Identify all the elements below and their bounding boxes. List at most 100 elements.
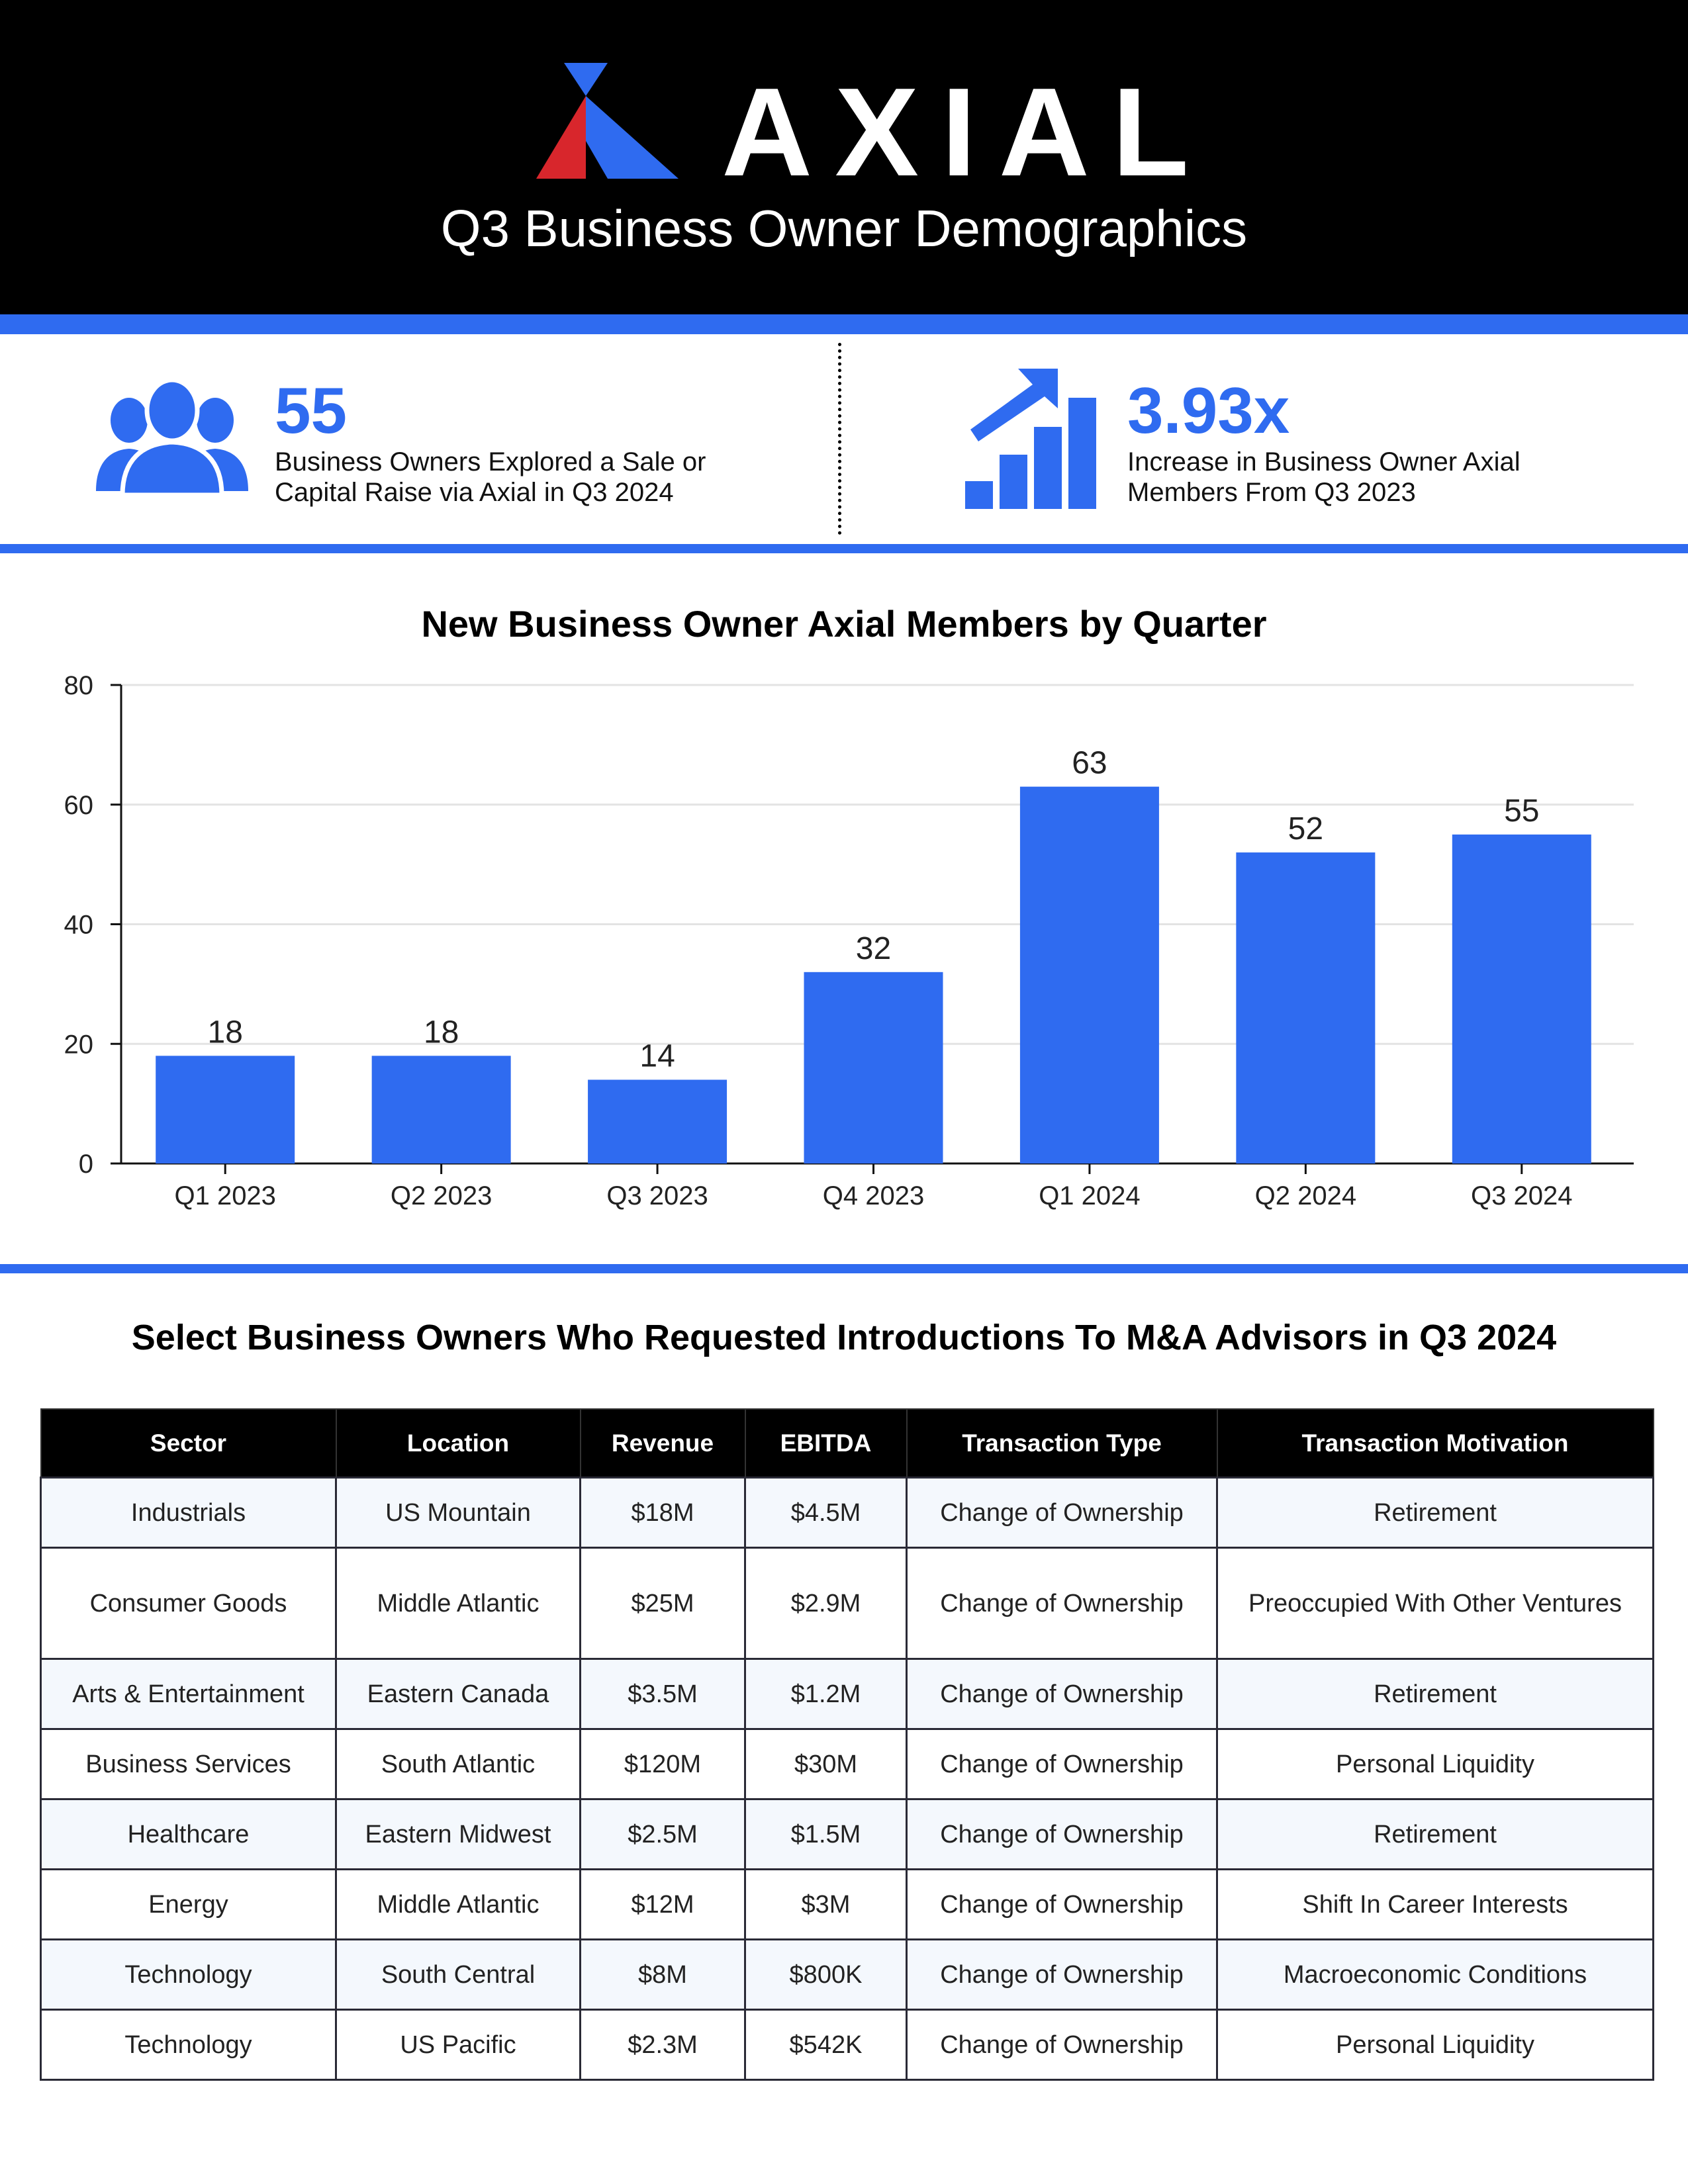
table-cell: $2.5M [579,1798,746,1870]
table-cell: $1.2M [744,1658,908,1730]
logo-wordmark: AXIAL [722,62,1211,203]
table-cell: Industrials [40,1477,337,1549]
column-header: Transaction Type [906,1408,1218,1479]
table-cell: Technology [40,1938,337,2011]
x-tick-label: Q4 2023 [823,1181,924,1210]
stat-growth-value: 3.93x [1127,374,1290,447]
table-title: Select Business Owners Who Requested Int… [131,1318,1557,1357]
axial-logo-icon [536,63,679,179]
table-cell: US Mountain [335,1477,581,1549]
table-cell: Change of Ownership [906,1868,1218,1940]
table-cell: $120M [579,1728,746,1800]
stat-growth-description: Increase in Business Owner Axial Members… [1127,447,1521,507]
bar [588,1079,727,1163]
table-cell: $800K [744,1938,908,2011]
table-cell: $30M [744,1728,908,1800]
table-cell: $2.9M [744,1547,908,1660]
bar [1452,834,1591,1163]
table-cell: Technology [40,2009,337,2081]
bar [371,1056,511,1163]
table-cell: Personal Liquidity [1216,1728,1654,1800]
table-cell: $4.5M [744,1477,908,1549]
table-cell: Arts & Entertainment [40,1658,337,1730]
stat-owners-value: 55 [275,374,348,447]
table-row: Healthcare Eastern Midwest $2.5M $1.5M Chang… [40,1798,1654,1870]
table-cell: South Central [335,1938,581,2011]
bar-value-label: 63 [1072,746,1107,781]
table-row: Technology US Pacific $2.3M $542K Change of … [40,2009,1654,2081]
table-cell: Macroeconomic Conditions [1216,1938,1654,2011]
table-cell: Business Services [40,1728,337,1800]
table-cell: Middle Atlantic [335,1868,581,1940]
table-cell: Healthcare [40,1798,337,1870]
bar-value-label: 52 [1288,811,1323,846]
stats-divider [838,343,845,535]
table-cell: Retirement [1216,1658,1654,1730]
top-blue-rule [0,314,1688,334]
table-cell: $542K [744,2009,908,2081]
x-tick-label: Q1 2023 [174,1181,275,1210]
bar-chart: 0 20 40 60 80 18 Q1 2023 18 Q2 2023 14 Q3 2023 32 Q4… [64,671,1634,1210]
table-cell: $25M [579,1547,746,1660]
bar [1019,786,1159,1163]
table-cell: Shift In Career Interests [1216,1868,1654,1940]
bar [804,972,943,1163]
table-cell: $12M [579,1868,746,1940]
column-header: Sector [40,1408,337,1479]
table-cell: $1.5M [744,1798,908,1870]
table-row: Business Services South Atlantic $120M $30M… [40,1728,1654,1800]
table-cell: Change of Ownership [906,1477,1218,1549]
table-cell: South Atlantic [335,1728,581,1800]
y-tick-label: 80 [64,671,94,700]
page-title: Q3 Business Owner Demographics [440,199,1248,257]
lower-blue-rule [0,1264,1688,1273]
table-cell: Change of Ownership [906,1728,1218,1800]
table-row: Energy Middle Atlantic $12M $3M Change of Ow… [40,1868,1654,1940]
table-row: Arts & Entertainment Eastern Canada $3.5M $… [40,1658,1654,1730]
table-cell: $3.5M [579,1658,746,1730]
bar-value-label: 55 [1504,794,1539,829]
header: AXIAL Q3 Business Owner Demographics [0,0,1688,314]
table-cell: $8M [579,1938,746,2011]
table-cell: Change of Ownership [906,1798,1218,1870]
table-cell: Eastern Canada [335,1658,581,1730]
x-tick-label: Q1 2024 [1039,1181,1140,1210]
y-tick-label: 40 [64,911,94,940]
table-cell: Change of Ownership [906,2009,1218,2081]
table-cell: Retirement [1216,1477,1654,1549]
bar-value-label: 32 [856,931,891,966]
table-header-row: Sector Location Revenue EBITDA Transaction T… [40,1408,1654,1479]
growth-chart-icon [965,369,1096,509]
table-cell: Personal Liquidity [1216,2009,1654,2081]
table-cell: Eastern Midwest [335,1798,581,1870]
column-header: Revenue [579,1408,746,1479]
y-tick-label: 0 [79,1150,93,1179]
table-cell: Retirement [1216,1798,1654,1870]
bar-value-label: 18 [208,1015,243,1050]
bar-value-label: 18 [424,1015,459,1050]
table-cell: $2.3M [579,2009,746,2081]
table-cell: Change of Ownership [906,1547,1218,1660]
people-group-icon [96,377,248,496]
column-header: Transaction Motivation [1216,1408,1654,1479]
owners-table: Sector Location Revenue EBITDA Transaction T… [40,1408,1654,2081]
x-tick-label: Q2 2024 [1255,1181,1356,1210]
table-cell: $18M [579,1477,746,1549]
table-cell: Consumer Goods [40,1547,337,1660]
table-row: Industrials US Mountain $18M $4.5M Change of… [40,1477,1654,1549]
table-cell: US Pacific [335,2009,581,2081]
y-tick-label: 20 [64,1030,94,1059]
x-tick-label: Q3 2023 [606,1181,708,1210]
x-tick-label: Q3 2024 [1471,1181,1572,1210]
bar [1236,852,1376,1163]
table-row: Technology South Central $8M $800K Change of… [40,1938,1654,2011]
middle-blue-rule [0,544,1688,553]
table-cell: $3M [744,1868,908,1940]
y-tick-label: 60 [64,791,94,820]
bar-value-label: 14 [639,1038,675,1073]
column-header: EBITDA [744,1408,908,1479]
table-row: Consumer Goods Middle Atlantic $25M $2.9M Ch… [40,1547,1654,1660]
table-cell: Preoccupied With Other Ventures [1216,1547,1654,1660]
bar [156,1056,295,1163]
x-tick-label: Q2 2023 [391,1181,492,1210]
